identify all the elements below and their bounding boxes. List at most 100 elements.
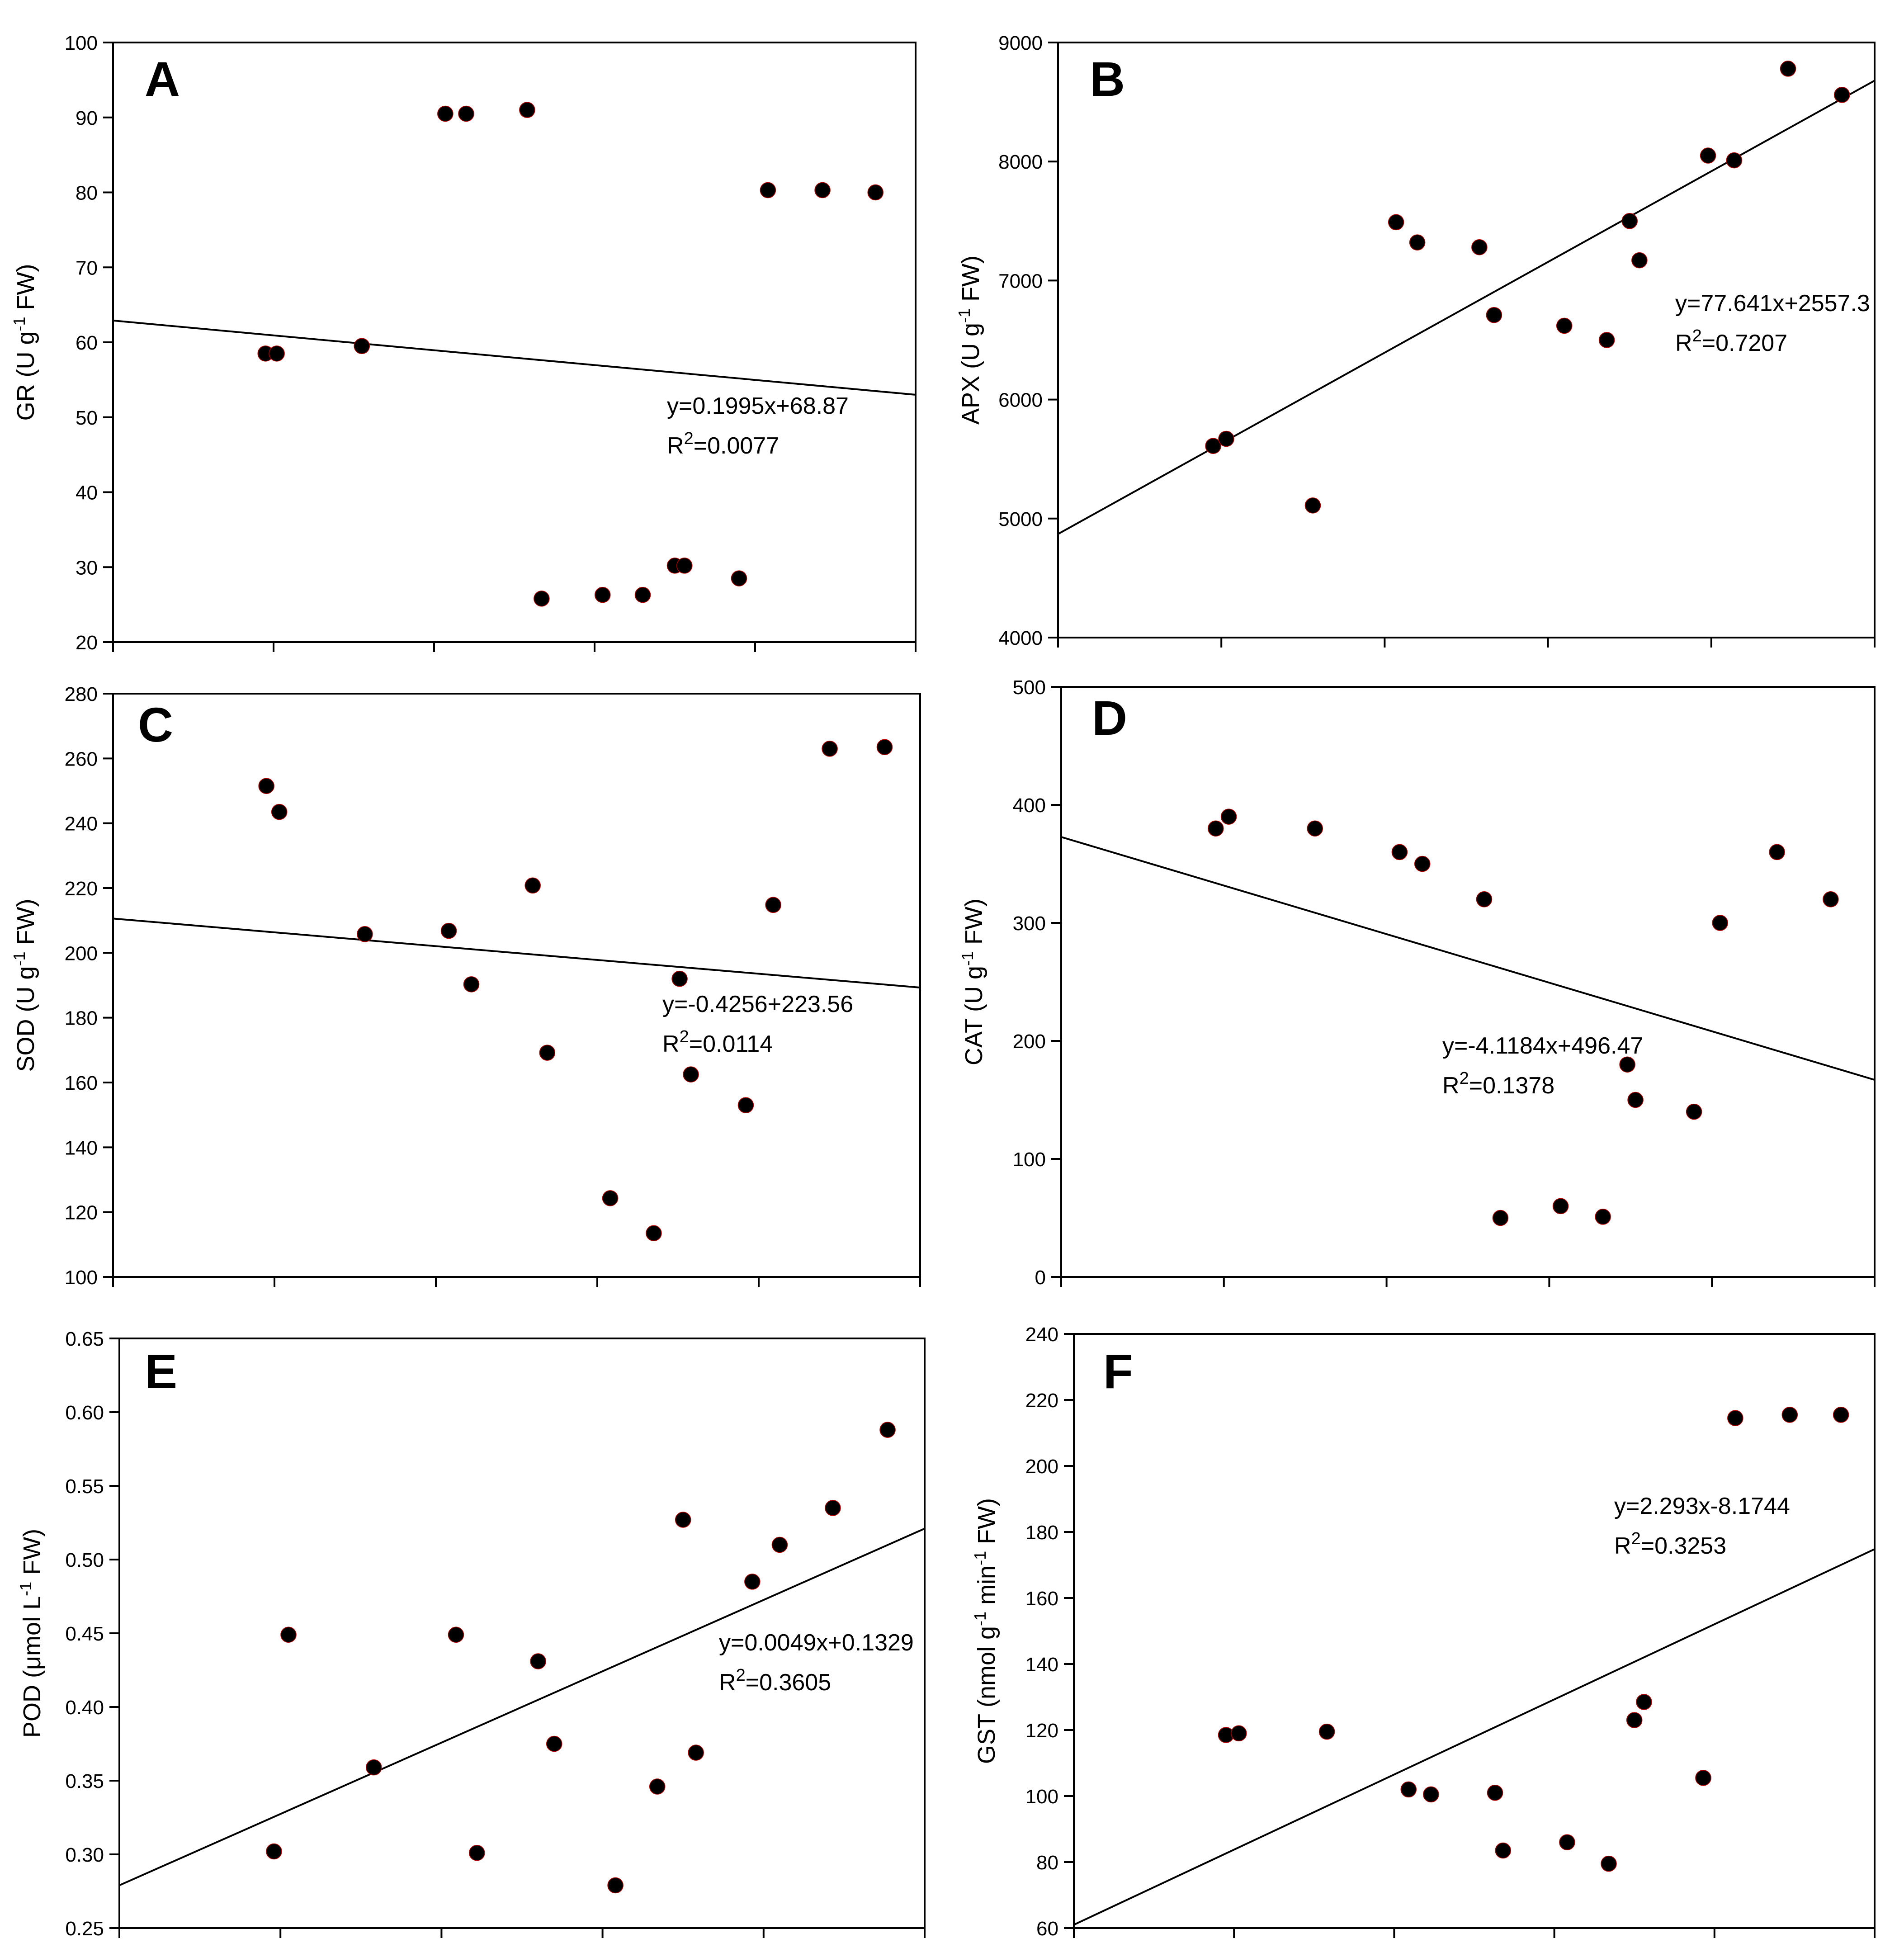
y-tick-label-e: 0.45 bbox=[65, 1623, 104, 1645]
data-point-a bbox=[458, 105, 474, 122]
panel-f: 240 220 200 180 160 140 120 100 80 60 GST (nmol g-… bbox=[971, 1324, 1876, 1940]
data-point-f bbox=[1487, 1784, 1503, 1801]
data-point-a bbox=[595, 586, 611, 603]
regression-line-e bbox=[119, 1527, 925, 1886]
plot-frame-d bbox=[1060, 686, 1876, 1278]
y-tick-label-a: 70 bbox=[76, 257, 98, 279]
y-tick-label-d: 300 bbox=[1013, 912, 1046, 935]
regression-line-f bbox=[1073, 1548, 1875, 1926]
data-point-a bbox=[519, 102, 535, 118]
data-point-d bbox=[1686, 1103, 1702, 1120]
y-tick-label-b: 6000 bbox=[998, 389, 1043, 411]
data-point-a bbox=[269, 345, 285, 362]
data-point-d bbox=[1220, 808, 1237, 825]
data-point-c bbox=[524, 877, 541, 894]
y-tick-label-c: 220 bbox=[65, 878, 98, 900]
data-point-f bbox=[1601, 1855, 1617, 1872]
data-point-d bbox=[1208, 820, 1224, 837]
data-point-f bbox=[1231, 1725, 1247, 1742]
regression-equation-b: y=77.641x+2557.3 bbox=[1675, 290, 1870, 317]
data-point-e bbox=[366, 1759, 382, 1776]
panel-b: 9000 8000 7000 6000 5000 4000 APX (U g-1 FW) By… bbox=[955, 32, 1876, 649]
data-point-e bbox=[649, 1778, 666, 1795]
y-axis-label-c: SOD (U g-1 FW) bbox=[10, 898, 40, 1072]
data-point-d bbox=[1712, 915, 1728, 931]
y-tick-label-e: 0.30 bbox=[65, 1844, 104, 1866]
y-tick-label-e: 0.50 bbox=[65, 1549, 104, 1571]
data-point-c bbox=[822, 741, 838, 757]
y-tick-label-f: 80 bbox=[1036, 1852, 1058, 1874]
data-point-d bbox=[1391, 844, 1408, 860]
data-point-c bbox=[602, 1190, 619, 1206]
panel-a: 100 90 80 70 60 50 40 30 20 GR (U g-1 FW) Ay=0.199… bbox=[10, 32, 917, 654]
y-tick-label-f: 240 bbox=[1025, 1324, 1058, 1346]
data-point-a bbox=[814, 182, 831, 199]
data-point-e bbox=[469, 1844, 485, 1861]
data-point-c bbox=[271, 804, 288, 820]
y-tick-label-e: 0.40 bbox=[65, 1697, 104, 1719]
panel-e: 0.65 0.60 0.55 0.50 0.45 0.40 0.35 0.30 0.25 POD … bbox=[16, 1328, 926, 1940]
y-tick-label-c: 160 bbox=[65, 1072, 98, 1094]
y-tick-label-f: 140 bbox=[1025, 1654, 1058, 1676]
y-axis-label-a: GR (U g-1 FW) bbox=[10, 264, 40, 421]
data-point-b bbox=[1304, 497, 1321, 514]
data-point-b bbox=[1834, 87, 1850, 103]
y-tick-label-c: 260 bbox=[65, 748, 98, 770]
r-squared-a: R2=0.0077 bbox=[667, 429, 779, 459]
panel-letter-f: F bbox=[1103, 1344, 1133, 1399]
data-point-f bbox=[1781, 1407, 1798, 1423]
data-point-b bbox=[1621, 213, 1638, 229]
y-tick-label-e: 0.55 bbox=[65, 1475, 104, 1498]
data-point-e bbox=[530, 1653, 546, 1669]
data-point-d bbox=[1492, 1210, 1509, 1226]
data-point-e bbox=[280, 1626, 297, 1643]
data-point-b bbox=[1486, 307, 1502, 323]
data-point-f bbox=[1400, 1781, 1417, 1798]
data-point-c bbox=[646, 1225, 662, 1241]
y-tick-label-b: 4000 bbox=[998, 627, 1043, 649]
y-axis-label-e: POD (μmol L-1 FW) bbox=[16, 1529, 46, 1738]
data-point-b bbox=[1726, 152, 1743, 169]
data-point-a bbox=[867, 184, 883, 201]
plot-frame-b bbox=[1057, 42, 1876, 638]
data-point-a bbox=[534, 591, 550, 607]
regression-equation-d: y=-4.1184x+496.47 bbox=[1442, 1033, 1643, 1059]
plot-frame-f bbox=[1073, 1333, 1876, 1929]
data-point-e bbox=[675, 1512, 691, 1528]
panel-letter-e: E bbox=[145, 1344, 177, 1399]
panel-c: 280 260 240 220 200 180 160 140 120 100 SOD (U g-1… bbox=[10, 683, 921, 1289]
data-point-c bbox=[258, 778, 274, 794]
plot-frame-c bbox=[112, 693, 921, 1278]
data-point-b bbox=[1556, 317, 1573, 334]
data-point-d bbox=[1414, 856, 1431, 872]
data-point-d bbox=[1476, 891, 1493, 908]
data-point-a bbox=[760, 182, 776, 199]
data-point-e bbox=[448, 1626, 464, 1643]
data-point-f bbox=[1833, 1407, 1849, 1423]
panel-letter-b: B bbox=[1090, 52, 1125, 106]
panel-letter-a: A bbox=[145, 52, 180, 106]
y-tick-label-c: 280 bbox=[65, 683, 98, 705]
data-point-d bbox=[1595, 1209, 1611, 1225]
data-point-d bbox=[1627, 1092, 1644, 1108]
data-point-c bbox=[671, 970, 688, 987]
r-squared-f: R2=0.3253 bbox=[1614, 1529, 1726, 1559]
regression-equation-c: y=-0.4256+223.56 bbox=[662, 991, 853, 1017]
data-point-b bbox=[1598, 332, 1615, 348]
data-point-c bbox=[539, 1045, 556, 1061]
regression-equation-a: y=0.1995x+68.87 bbox=[667, 393, 849, 419]
y-tick-label-e: 0.60 bbox=[65, 1402, 104, 1424]
y-tick-label-f: 120 bbox=[1025, 1720, 1058, 1742]
r-squared-e: R2=0.3605 bbox=[719, 1666, 831, 1696]
y-tick-label-b: 8000 bbox=[998, 151, 1043, 173]
y-tick-label-d: 500 bbox=[1013, 676, 1046, 699]
y-tick-label-a: 20 bbox=[76, 632, 98, 654]
data-point-f bbox=[1727, 1410, 1743, 1426]
regression-equation-f: y=2.293x-8.1744 bbox=[1614, 1493, 1790, 1519]
y-tick-label-f: 180 bbox=[1025, 1522, 1058, 1544]
data-point-c bbox=[357, 926, 373, 942]
y-tick-label-e: 0.35 bbox=[65, 1770, 104, 1792]
data-point-c bbox=[440, 922, 457, 939]
data-point-d bbox=[1823, 891, 1839, 908]
data-point-b bbox=[1631, 252, 1648, 269]
